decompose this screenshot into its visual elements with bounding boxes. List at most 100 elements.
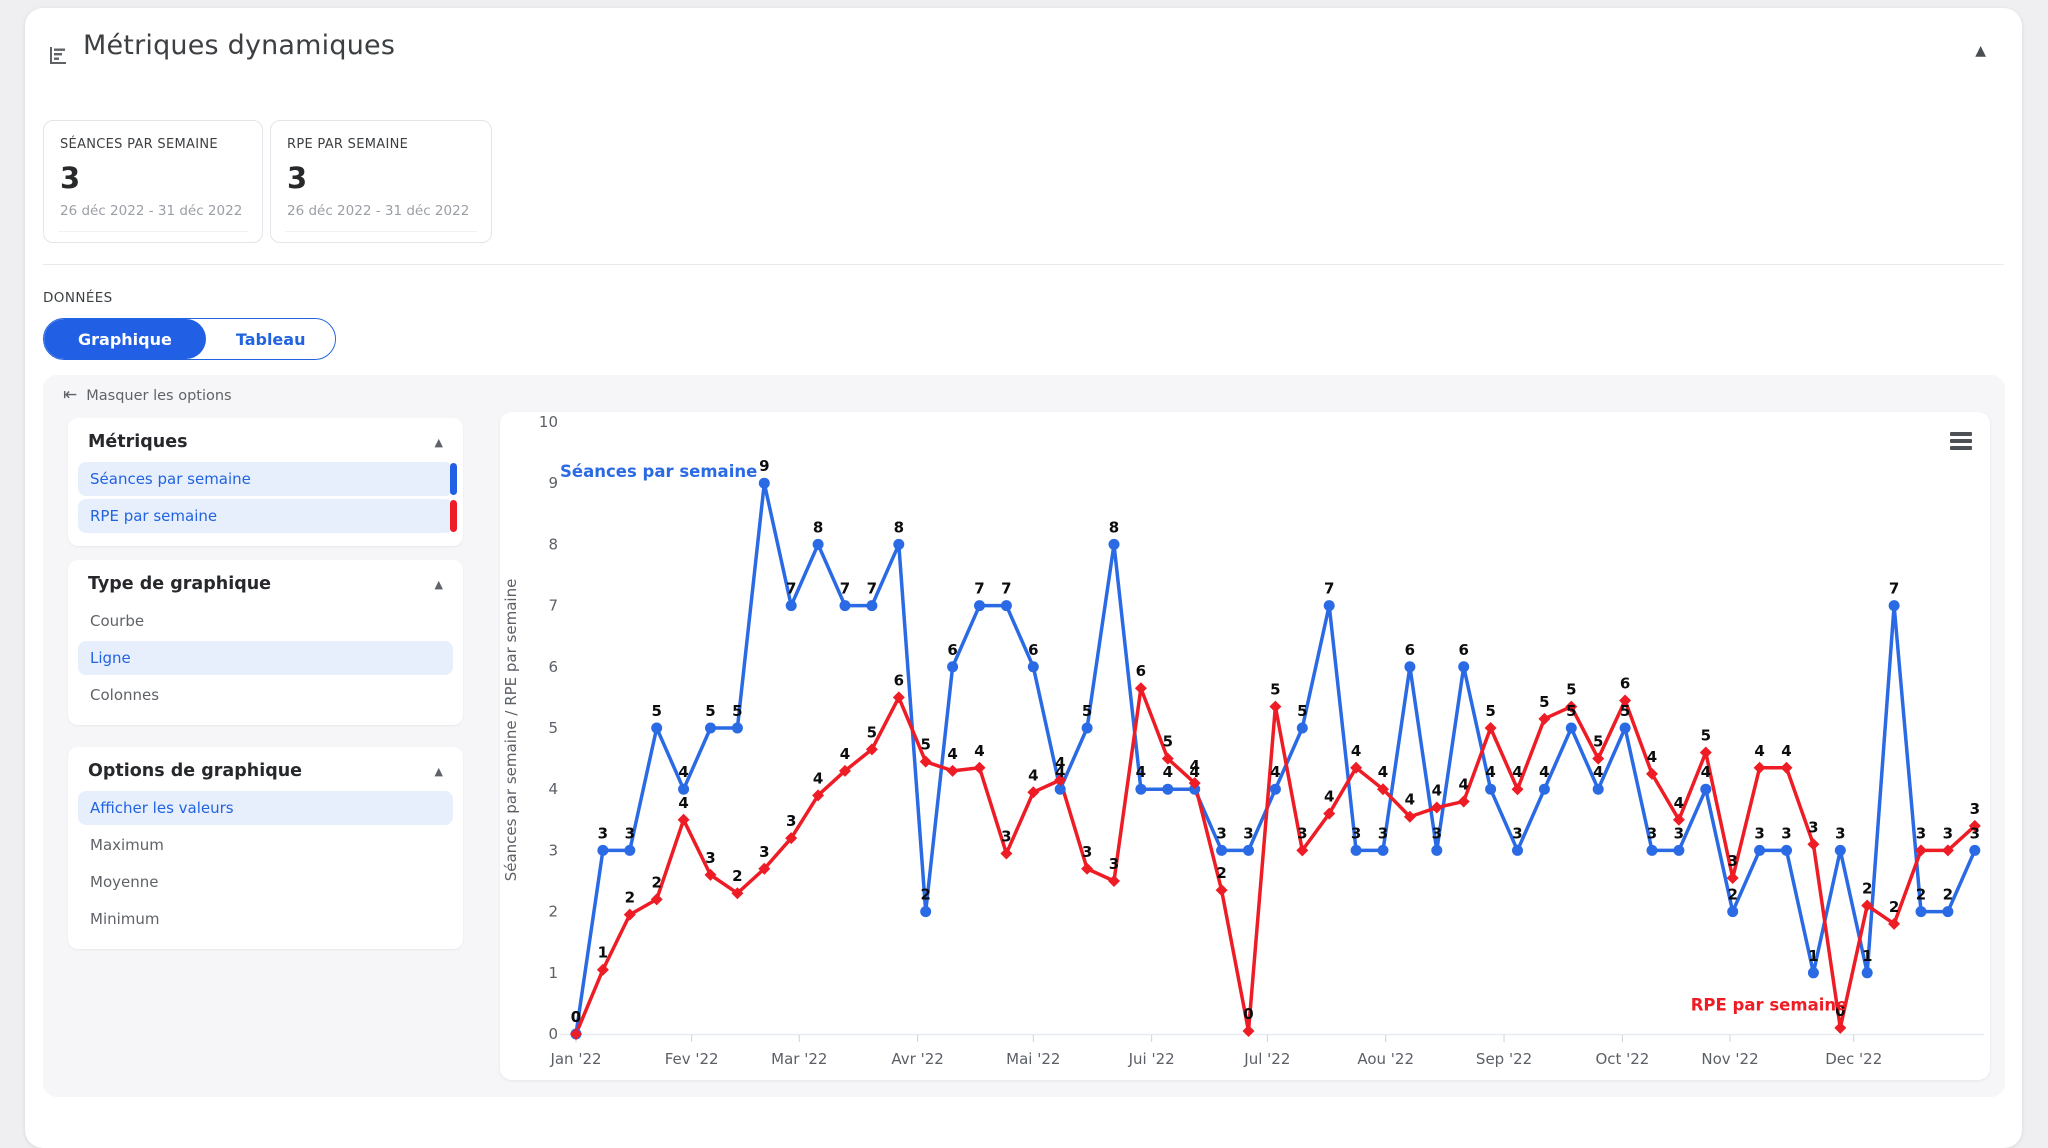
svg-text:1: 1 (1862, 947, 1872, 965)
svg-text:5: 5 (732, 702, 742, 720)
svg-text:5: 5 (1485, 702, 1495, 720)
option-rpe-par-semaine[interactable]: RPE par semaine (78, 499, 457, 533)
svg-text:4: 4 (1458, 775, 1468, 793)
line-chart[interactable]: Jan '22 Fev '22 Mar '22 Avr '22 Mai '22 Jui '… (500, 412, 1990, 1080)
metrics-dashboard-card: Métriques dynamiques ▲ SÉANCES PAR SEMAI… (25, 8, 2022, 1148)
chart-menu-icon[interactable] (1950, 432, 1972, 450)
svg-text:4: 4 (1378, 763, 1388, 781)
svg-text:3: 3 (1432, 824, 1442, 842)
option-moyenne[interactable]: Moyenne (78, 865, 453, 899)
svg-text:8: 8 (813, 518, 823, 536)
hide-options-label: Masquer les options (86, 387, 232, 404)
svg-text:3: 3 (1835, 824, 1845, 842)
svg-text:3: 3 (1647, 824, 1657, 842)
svg-text:5: 5 (867, 723, 877, 741)
metric-color-pill (450, 500, 457, 532)
stat-value: 3 (60, 161, 81, 195)
svg-text:4: 4 (1405, 791, 1415, 809)
svg-text:6: 6 (947, 641, 957, 659)
svg-text:6: 6 (548, 658, 558, 676)
svg-text:5: 5 (1566, 702, 1576, 720)
svg-text:4: 4 (1512, 763, 1522, 781)
svg-text:2: 2 (1916, 886, 1926, 904)
stat-label: SÉANCES PAR SEMAINE (60, 137, 218, 152)
svg-text:4: 4 (678, 794, 688, 812)
option-colonnes[interactable]: Colonnes (78, 678, 453, 712)
svg-text:8: 8 (894, 518, 904, 536)
svg-text:6: 6 (1405, 641, 1415, 659)
svg-text:3: 3 (1243, 824, 1253, 842)
svg-text:3: 3 (548, 841, 558, 859)
svg-text:4: 4 (840, 745, 850, 763)
svg-text:Aou '22: Aou '22 (1357, 1050, 1414, 1068)
option-label: Colonnes (90, 686, 160, 704)
series-seances (574, 481, 1977, 1036)
svg-text:0: 0 (571, 1008, 581, 1026)
svg-text:Mar '22: Mar '22 (771, 1050, 827, 1068)
svg-text:4: 4 (1028, 766, 1038, 784)
svg-text:3: 3 (1808, 818, 1818, 836)
svg-text:4: 4 (1189, 763, 1199, 781)
svg-text:3: 3 (1916, 824, 1926, 842)
svg-text:Oct '22: Oct '22 (1595, 1050, 1649, 1068)
svg-text:Jul '22: Jul '22 (1243, 1050, 1290, 1068)
option-afficher-les-valeurs[interactable]: Afficher les valeurs (78, 791, 453, 825)
svg-text:Fev '22: Fev '22 (665, 1050, 719, 1068)
data-section-label: DONNÉES (43, 290, 113, 306)
svg-text:4: 4 (1055, 763, 1065, 781)
hide-options-button[interactable]: ⇤ Masquer les options (63, 387, 232, 404)
panel-chart-type: Type de graphique ▲ Courbe Ligne Colonnes (68, 560, 463, 725)
chevron-up-icon[interactable]: ▲ (434, 435, 443, 449)
option-s-ances-par-semaine[interactable]: Séances par semaine (78, 462, 457, 496)
svg-text:6: 6 (1136, 662, 1146, 680)
divider (285, 231, 477, 232)
svg-text:4: 4 (1055, 754, 1065, 772)
svg-text:5: 5 (651, 702, 661, 720)
svg-text:10: 10 (539, 413, 558, 431)
svg-text:4: 4 (1432, 782, 1442, 800)
toggle-tableau-button[interactable]: Tableau (205, 319, 336, 359)
chart-options-container: ⇤ Masquer les options Métriques ▲ Séances … (43, 375, 2005, 1097)
svg-text:2: 2 (732, 867, 742, 885)
svg-text:3: 3 (1109, 855, 1119, 873)
svg-text:4: 4 (1485, 763, 1495, 781)
option-label: RPE par semaine (90, 507, 218, 525)
option-courbe[interactable]: Courbe (78, 604, 453, 638)
series-annotation: RPE par semaine (1691, 996, 1848, 1015)
stat-card-seances: SÉANCES PAR SEMAINE 3 26 déc 2022 - 31 d… (43, 120, 263, 243)
svg-text:2: 2 (625, 889, 635, 907)
svg-text:2: 2 (1216, 864, 1226, 882)
option-minimum[interactable]: Minimum (78, 902, 453, 936)
svg-text:4: 4 (1351, 742, 1361, 760)
stat-label: RPE PAR SEMAINE (287, 137, 409, 152)
stat-value: 3 (287, 161, 308, 195)
stat-period: 26 déc 2022 - 31 déc 2022 (287, 203, 470, 219)
svg-text:5: 5 (548, 719, 558, 737)
svg-text:5: 5 (1566, 681, 1576, 699)
option-ligne[interactable]: Ligne (78, 641, 453, 675)
svg-text:3: 3 (1001, 827, 1011, 845)
svg-text:3: 3 (1351, 824, 1361, 842)
option-maximum[interactable]: Maximum (78, 828, 453, 862)
svg-text:9: 9 (759, 457, 769, 475)
svg-text:7: 7 (840, 580, 850, 598)
svg-text:7: 7 (867, 580, 877, 598)
page-title: Métriques dynamiques (83, 30, 396, 61)
chevron-up-icon[interactable]: ▲ (434, 764, 443, 778)
svg-text:7: 7 (786, 580, 796, 598)
chevron-up-icon[interactable]: ▲ (434, 577, 443, 591)
svg-text:4: 4 (1781, 742, 1791, 760)
option-label: Séances par semaine (90, 470, 251, 488)
svg-text:4: 4 (813, 769, 823, 787)
svg-text:Avr '22: Avr '22 (891, 1050, 943, 1068)
svg-text:5: 5 (1593, 733, 1603, 751)
svg-text:7: 7 (1001, 580, 1011, 598)
svg-text:5: 5 (1701, 726, 1711, 744)
svg-text:3: 3 (1970, 824, 1980, 842)
toggle-graphique-button[interactable]: Graphique (44, 319, 206, 359)
svg-text:4: 4 (1647, 748, 1657, 766)
svg-text:6: 6 (894, 671, 904, 689)
svg-text:0: 0 (571, 1008, 581, 1026)
svg-text:3: 3 (786, 812, 796, 830)
collapse-card-button[interactable]: ▲ (1975, 43, 1986, 59)
